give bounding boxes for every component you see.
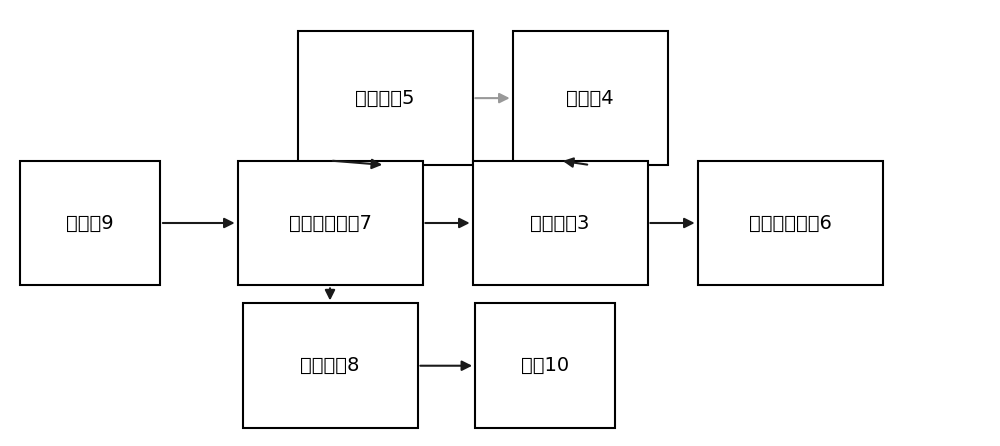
Bar: [20, 161, 160, 285]
Text: 电池10: 电池10: [521, 356, 569, 375]
Text: 适配器9: 适配器9: [66, 214, 114, 232]
Bar: [698, 161, 883, 285]
Bar: [475, 303, 615, 428]
Text: 电源接入电路7: 电源接入电路7: [289, 214, 371, 232]
Bar: [298, 31, 473, 165]
Bar: [243, 303, 418, 428]
Bar: [473, 161, 648, 285]
Text: 快充协议电路6: 快充协议电路6: [749, 214, 831, 232]
Bar: [238, 161, 422, 285]
Text: 充电电路8: 充电电路8: [300, 356, 360, 375]
Bar: [512, 31, 668, 165]
Text: 检测电路5: 检测电路5: [355, 89, 415, 107]
Text: 延迟电路3: 延迟电路3: [530, 214, 590, 232]
Text: 控制器4: 控制器4: [566, 89, 614, 107]
